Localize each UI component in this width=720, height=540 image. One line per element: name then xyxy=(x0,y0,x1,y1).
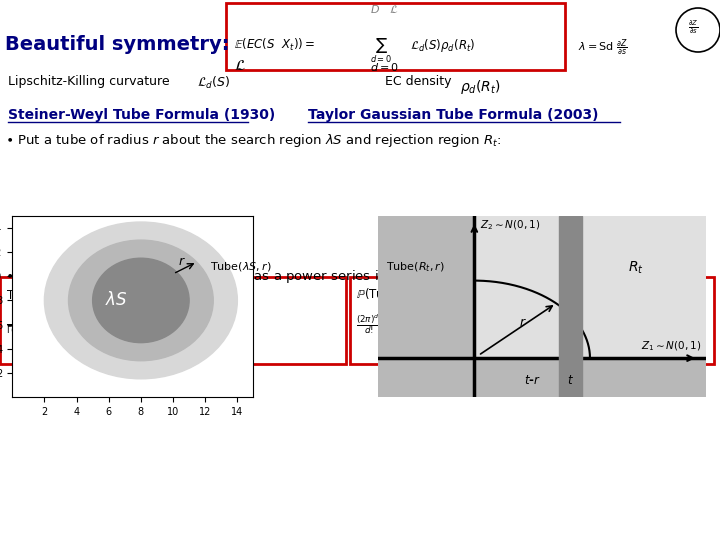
Text: $\mathbb{E}(EC(S\ \ X_t)) = $: $\mathbb{E}(EC(S\ \ X_t)) = $ xyxy=(234,37,315,53)
Text: $t$: $t$ xyxy=(567,374,574,387)
Text: $\mathcal{L}$: $\mathcal{L}$ xyxy=(234,58,246,73)
Text: $\sum_{d=0}$: $\sum_{d=0}$ xyxy=(115,287,138,318)
Ellipse shape xyxy=(68,240,213,361)
Text: $1$: $1$ xyxy=(490,287,498,299)
Text: $\rho_d(R_t)$: $\rho_d(R_t)$ xyxy=(460,78,501,96)
Text: $\rho_d(R_t)\, r^d$: $\rho_d(R_t)\, r^d$ xyxy=(435,306,487,325)
Ellipse shape xyxy=(93,258,189,342)
Ellipse shape xyxy=(45,222,238,379)
FancyBboxPatch shape xyxy=(226,3,565,70)
Polygon shape xyxy=(474,281,590,358)
Text: $t$-$r$: $t$-$r$ xyxy=(523,374,541,387)
Text: $\frac{(2\pi)^{d/2}}{d!}$: $\frac{(2\pi)^{d/2}}{d!}$ xyxy=(356,312,386,336)
Text: $Z_2{\sim}N(0,1)$: $Z_2{\sim}N(0,1)$ xyxy=(480,219,541,232)
Text: $\frac{\pi^{d/2}}{\Gamma(d/2+1)}$: $\frac{\pi^{d/2}}{\Gamma(d/2+1)}$ xyxy=(6,312,50,336)
Text: $\sum_{d=0}$: $\sum_{d=0}$ xyxy=(370,37,392,65)
Text: Steiner-Weyl Tube Formula (1930): Steiner-Weyl Tube Formula (1930) xyxy=(8,108,275,122)
Text: $\bullet$ Find volume or probability, expand as a power series in $r$, pull off : $\bullet$ Find volume or probability, ex… xyxy=(5,268,535,285)
Text: $\bullet$ Put a tube of radius $r$ about the search region $\lambda S$ and rejec: $\bullet$ Put a tube of radius $r$ about… xyxy=(5,132,502,149)
Bar xyxy=(559,216,582,397)
Text: Lipschitz-Killing curvature: Lipschitz-Killing curvature xyxy=(8,75,170,88)
Text: Taylor Gaussian Tube Formula (2003): Taylor Gaussian Tube Formula (2003) xyxy=(308,108,598,122)
Bar xyxy=(474,216,706,358)
FancyBboxPatch shape xyxy=(0,277,346,364)
Text: $\mathbb{P}(\mathrm{Tube}(R_t,r)) = $: $\mathbb{P}(\mathrm{Tube}(R_t,r)) = $ xyxy=(356,287,447,303)
Text: $\frac{\partial Z}{\partial s}$: $\frac{\partial Z}{\partial s}$ xyxy=(688,18,698,36)
Text: $D \quad \mathcal{L}$: $D \quad \mathcal{L}$ xyxy=(370,3,399,15)
Text: $\sum_{d=0}$: $\sum_{d=0}$ xyxy=(525,287,549,318)
Text: $R_t$: $R_t$ xyxy=(629,260,644,276)
Text: $\lambda S$: $\lambda S$ xyxy=(105,292,128,309)
Text: $r$: $r$ xyxy=(178,255,186,268)
Text: $\mathcal{L}_d(S)\, r^d$: $\mathcal{L}_d(S)\, r^d$ xyxy=(105,306,153,324)
Text: $D \quad \mathcal{L}$: $D \quad \mathcal{L}$ xyxy=(85,287,110,299)
Text: $d=0$: $d=0$ xyxy=(370,61,399,73)
Text: Tube($\lambda S,r$): Tube($\lambda S,r$) xyxy=(210,260,271,273)
Text: $\mathcal{L}_d(S)\rho_d(R_t)$: $\mathcal{L}_d(S)\rho_d(R_t)$ xyxy=(410,37,475,54)
Text: Tube$(R_t,r)$: Tube$(R_t,r)$ xyxy=(386,261,444,274)
Text: EC density: EC density xyxy=(385,75,451,88)
Text: $r$: $r$ xyxy=(519,316,527,329)
Text: Beautiful symmetry:: Beautiful symmetry: xyxy=(5,35,230,54)
Text: $\lambda = \mathrm{Sd}\ \frac{\partial Z}{\partial s}$: $\lambda = \mathrm{Sd}\ \frac{\partial Z… xyxy=(578,37,628,58)
FancyBboxPatch shape xyxy=(350,277,714,364)
Text: Tube$(\lambda S,r) = $: Tube$(\lambda S,r) = $ xyxy=(6,287,83,302)
Text: $\mathcal{L}_d(S)$: $\mathcal{L}_d(S)$ xyxy=(197,75,230,91)
Text: $Z_1{\sim}N(0,1)$: $Z_1{\sim}N(0,1)$ xyxy=(642,339,702,353)
